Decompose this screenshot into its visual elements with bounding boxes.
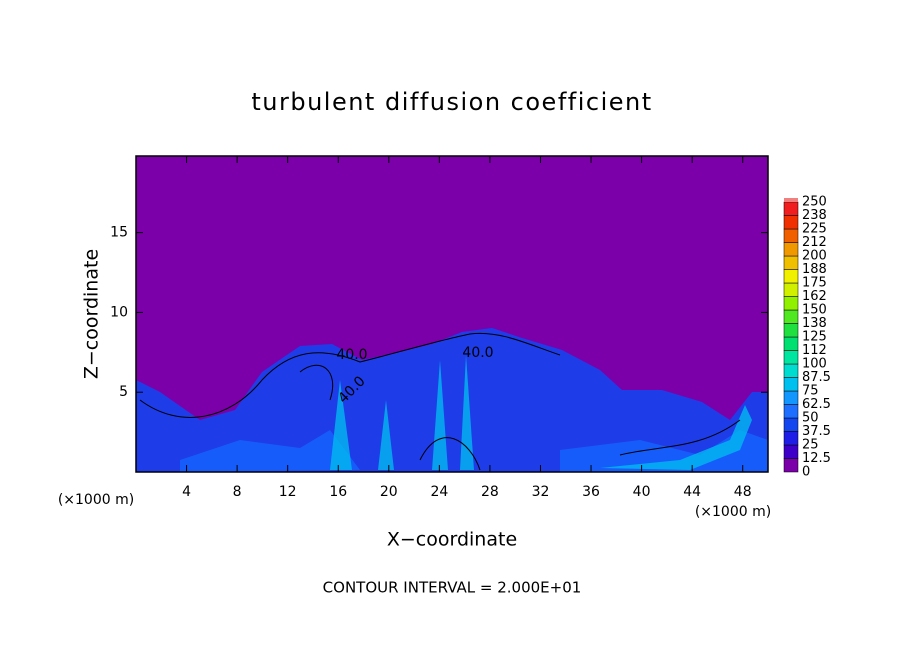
colorbar-band [783,377,799,392]
colorbar-label: 188 [802,262,827,277]
y-tick-label: 10 [110,304,128,320]
colorbar-band [783,228,799,243]
colorbar-label: 100 [802,357,827,372]
colorbar-band [783,323,799,338]
contour-label: 40.0 [336,347,367,363]
colorbar-band [783,431,799,446]
colorbar-band [783,309,799,324]
colorbar-band [783,215,799,230]
field [135,155,769,473]
x-tick-label: 48 [734,484,752,500]
colorbar-label: 200 [802,249,827,264]
colorbar-band [783,282,799,297]
colorbar-label: 87.5 [802,370,831,385]
footer: CONTOUR INTERVAL = 2.000E+01 [323,579,582,597]
colorbar-label: 0 [802,465,810,480]
x-tick-label: 12 [279,484,297,500]
colorbar-label: 112 [802,343,827,358]
colorbar-label: 37.5 [802,424,831,439]
x-unit-label: (×1000 m) [58,492,134,508]
colorbar-label: 12.5 [802,451,831,466]
y-tick-label: 15 [110,225,128,241]
colorbar-top [784,198,798,202]
colorbar-label: 125 [802,330,827,345]
colorbar-label: 62.5 [802,397,831,412]
x-tick-label: 8 [233,484,242,500]
colorbar-label: 162 [802,289,827,304]
field-region [136,328,768,472]
y-tick-label: 5 [119,384,128,400]
colorbar-band [783,444,799,459]
field-region [180,430,768,472]
colorbar-label: 225 [802,222,827,237]
x-tick-label: 28 [481,484,499,500]
colorbar-band [783,390,799,405]
colorbar-band [783,363,799,378]
colorbar-band [783,336,799,351]
x-tick-label: 24 [430,484,448,500]
y-axis-label: Z−coordinate [81,249,103,379]
x-tick-label: 32 [532,484,550,500]
colorbar-label: 175 [802,276,827,291]
contour-line [139,332,741,471]
colorbar-band [783,417,799,432]
colorbar-label: 138 [802,316,827,331]
colorbar-label: 75 [802,384,819,399]
x-tick-label: 4 [182,484,191,500]
colorbar-band [783,201,799,216]
x-axis-label: X−coordinate [387,529,517,551]
contour-label: 40.0 [462,345,493,361]
colorbar-band [783,269,799,284]
x-tick-label: 20 [380,484,398,500]
colorbar-band [783,255,799,270]
plot-frame [135,155,769,473]
colorbar-label: 50 [802,411,819,426]
colorbar-label: 250 [802,195,827,210]
chart-title: turbulent diffusion coefficient [251,88,652,116]
colorbar-band [783,458,799,473]
colorbar-band [783,350,799,365]
x-tick-label: 40 [633,484,651,500]
x-tick-label: 16 [329,484,347,500]
colorbar-label: 25 [802,438,819,453]
x-unit-label: (×1000 m) [695,504,771,520]
colorbar-label: 212 [802,235,827,250]
x-tick-label: 44 [683,484,701,500]
colorbar-label: 150 [802,303,827,318]
colorbar-band [783,404,799,419]
colorbar-band [783,242,799,257]
colorbar-label: 238 [802,208,827,223]
colorbar-band [783,296,799,311]
x-tick-label: 36 [582,484,600,500]
